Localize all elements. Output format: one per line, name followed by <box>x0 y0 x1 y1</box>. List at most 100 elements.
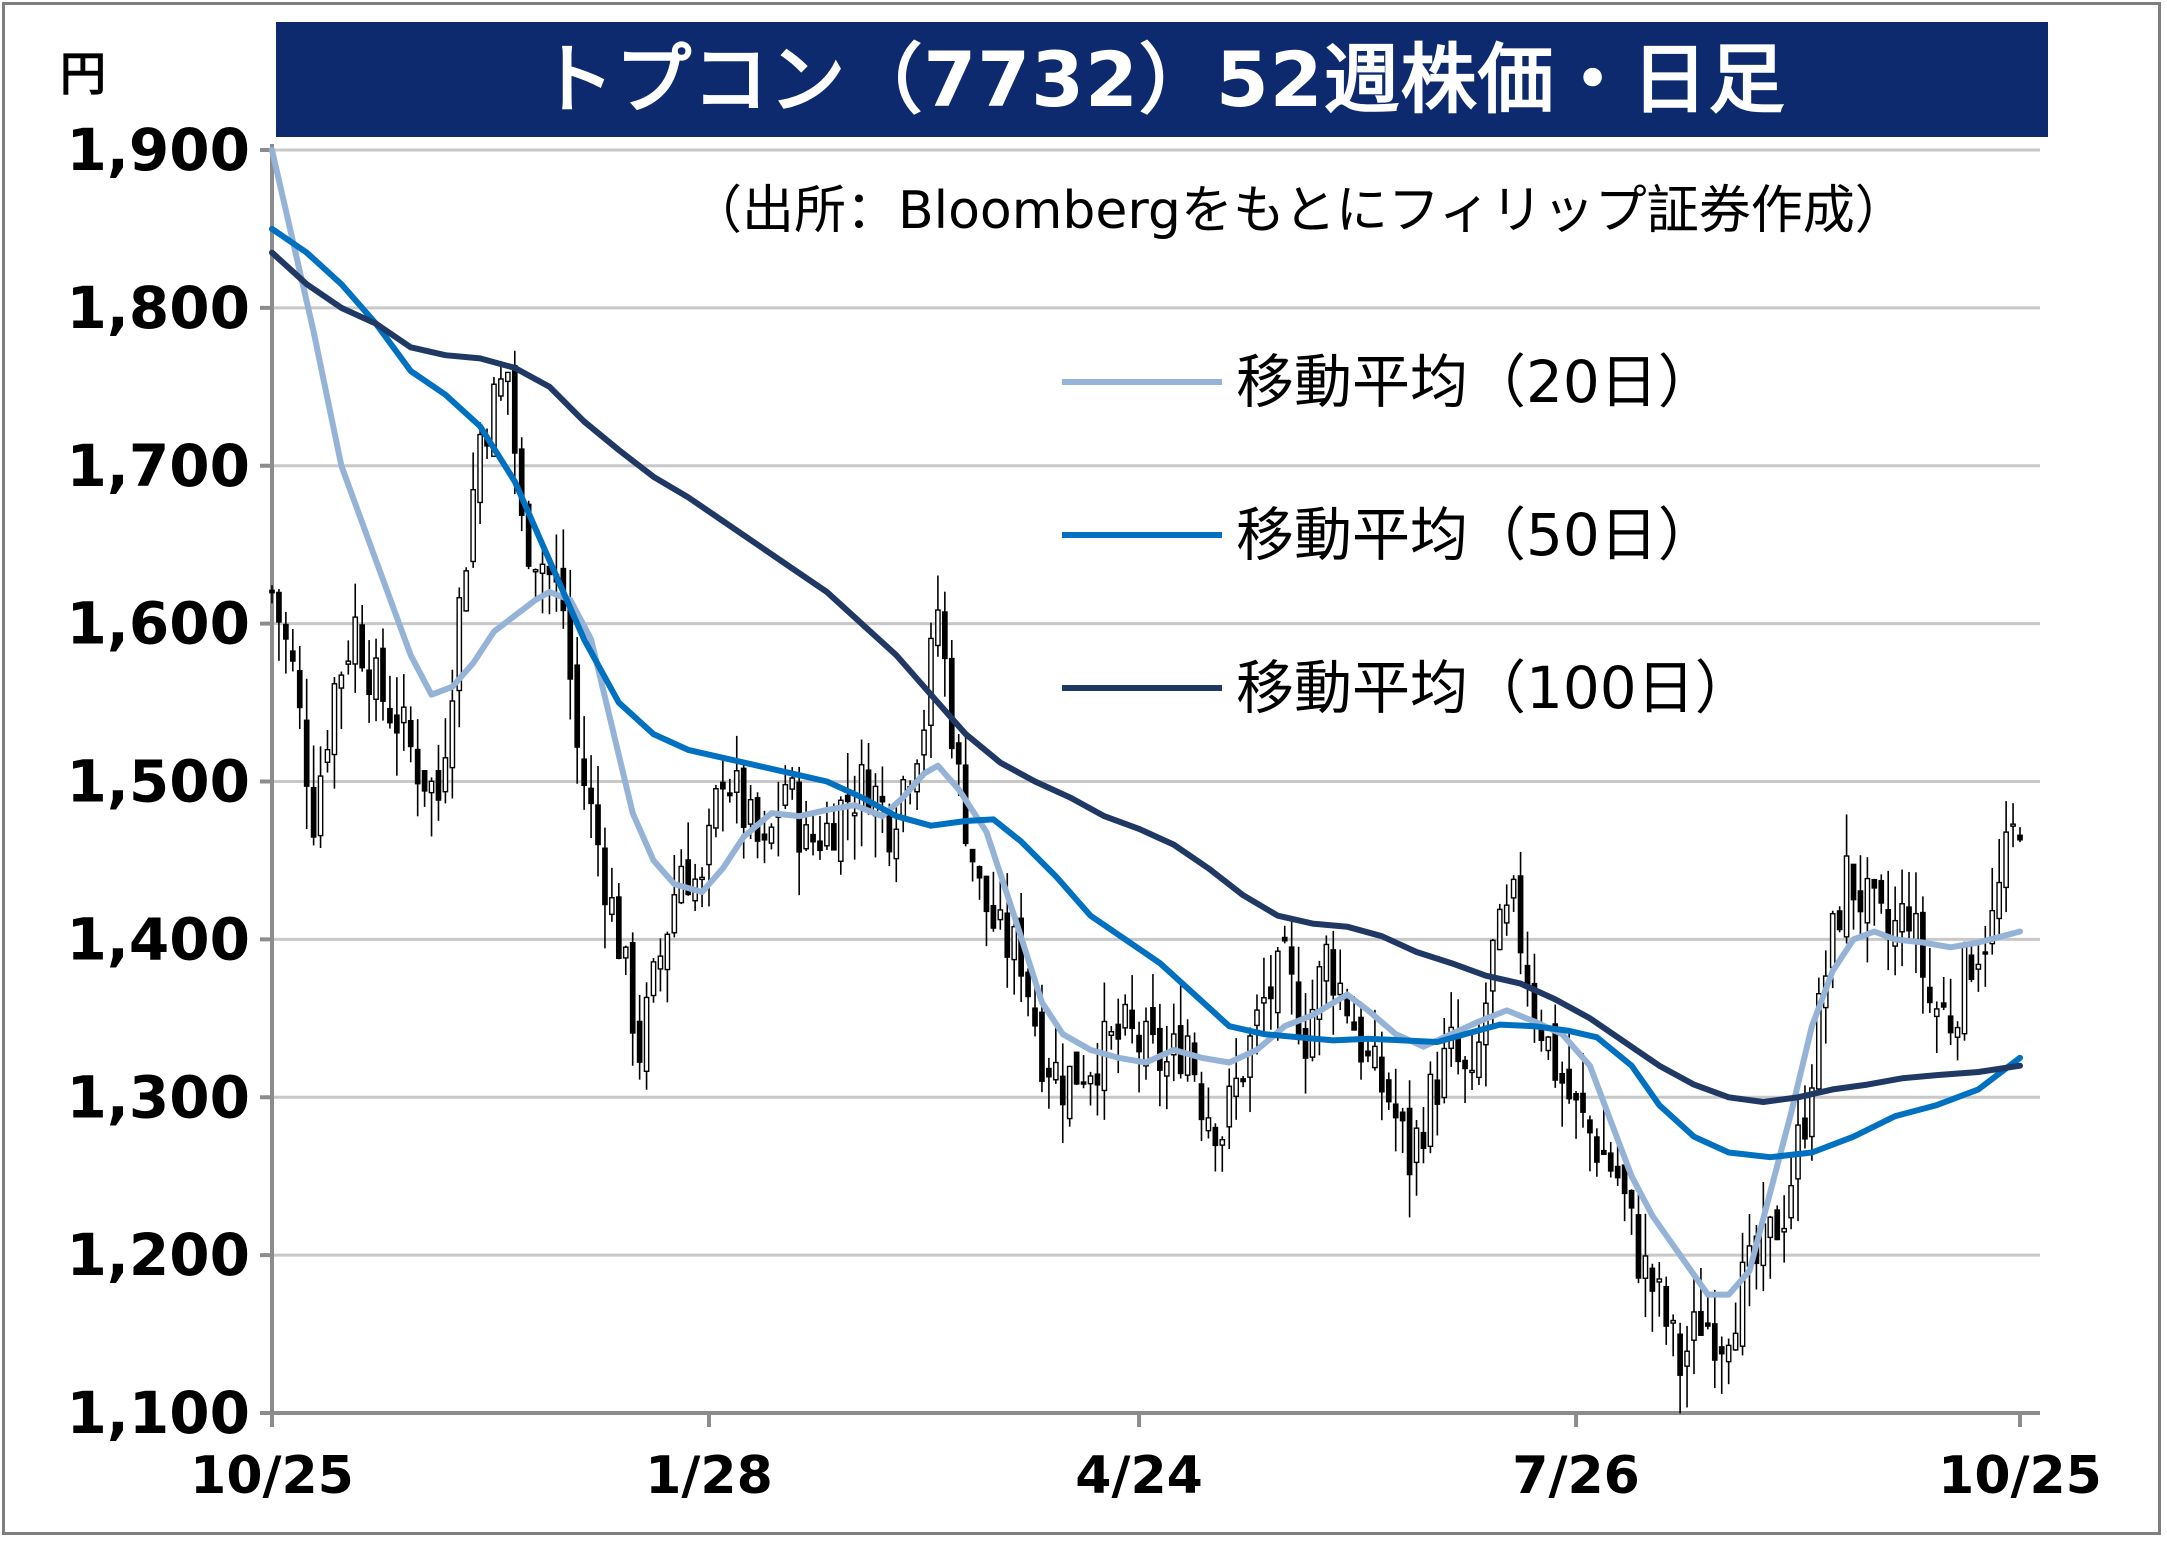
candlestick <box>629 932 636 1066</box>
candle-body <box>1136 1034 1142 1053</box>
candlestick <box>1052 1025 1059 1084</box>
candlestick <box>1614 1143 1621 1186</box>
candle-body <box>1323 943 1330 982</box>
candlestick <box>643 982 650 1090</box>
candle-body <box>1483 1002 1489 1046</box>
candle-body <box>1378 1056 1385 1093</box>
candlestick <box>581 716 587 810</box>
candle-body <box>1580 1092 1586 1113</box>
candle-body <box>865 769 872 813</box>
candlestick <box>1559 1061 1566 1127</box>
candlestick <box>1600 1107 1607 1155</box>
candle-body <box>1080 1081 1087 1085</box>
candle-body <box>2017 834 2023 841</box>
candle-body <box>1566 1068 1572 1100</box>
candle-body <box>539 563 546 574</box>
candle-body <box>657 955 664 970</box>
candle-body <box>1066 1065 1073 1120</box>
candlestick <box>1226 1068 1233 1149</box>
candle-body <box>1906 906 1912 932</box>
candle-body <box>1157 1027 1163 1071</box>
candlestick <box>338 671 345 730</box>
candlestick <box>463 567 470 612</box>
candle-body <box>2003 831 2009 889</box>
candlestick <box>1684 1325 1690 1408</box>
candlestick <box>1982 925 1989 987</box>
candle-body <box>1809 1087 1815 1138</box>
candle-body <box>1850 863 1857 901</box>
candle-body <box>1711 1323 1718 1361</box>
candlestick <box>983 875 990 947</box>
gridlines <box>272 148 2040 1257</box>
candle-body <box>990 904 997 929</box>
candle-body <box>740 767 747 828</box>
candlestick <box>1906 871 1912 943</box>
candlestick <box>1399 1107 1406 1154</box>
candlestick <box>574 637 581 784</box>
candlestick <box>706 808 712 907</box>
candle-body <box>1552 1023 1559 1081</box>
candlestick <box>1094 1042 1101 1116</box>
candlestick <box>366 640 372 723</box>
candlestick <box>1940 976 1947 1011</box>
candle-body <box>1788 1184 1794 1219</box>
candlestick <box>2003 801 2009 913</box>
candlestick <box>1663 1276 1670 1345</box>
candle-body <box>1288 946 1295 975</box>
candlestick <box>1080 1055 1087 1089</box>
candlestick <box>1268 955 1274 1030</box>
y-tick-label: 1,700 <box>67 432 250 500</box>
candle-body <box>1684 1350 1690 1367</box>
candlestick <box>1947 978 1954 1046</box>
candle-body <box>1316 966 1323 1020</box>
candlestick <box>1815 977 1822 1093</box>
candlestick <box>1850 863 1857 930</box>
candlestick <box>276 589 282 661</box>
candlestick <box>1968 941 1975 982</box>
candlestick <box>768 823 775 850</box>
candlestick <box>588 755 594 839</box>
candle-body <box>615 896 622 960</box>
series-line-ma50 <box>269 225 2023 1161</box>
candle-body <box>442 757 449 793</box>
candle-body <box>747 799 754 825</box>
candle-body <box>1725 1344 1732 1363</box>
candlestick <box>1496 903 1503 951</box>
candlestick <box>740 762 747 859</box>
candlestick <box>1198 1071 1205 1142</box>
candle-body <box>581 758 587 786</box>
candle-body <box>1926 986 1933 1004</box>
candle-body <box>1947 1015 1954 1034</box>
candle-body <box>1143 1020 1149 1067</box>
candlestick <box>1885 870 1892 971</box>
candlestick <box>1510 875 1517 912</box>
axes <box>260 144 2040 1427</box>
candlestick <box>269 585 275 604</box>
candlestick <box>1170 1003 1177 1082</box>
candle-body <box>1150 1007 1156 1036</box>
candlestick <box>1274 946 1281 1041</box>
candle-body <box>1587 1119 1593 1134</box>
candle-body <box>1607 1152 1614 1172</box>
candle-body <box>380 647 386 702</box>
y-tick-label: 1,600 <box>67 590 250 658</box>
candle-body <box>1392 1103 1399 1119</box>
candle-body <box>955 742 962 765</box>
candle-body <box>1455 1035 1461 1063</box>
candlestick <box>1739 1232 1746 1356</box>
candlestick <box>1725 1338 1732 1385</box>
candlestick <box>817 815 823 860</box>
candle-body <box>1476 1041 1482 1079</box>
y-tick-label: 1,400 <box>67 905 250 973</box>
candlestick <box>1385 1072 1392 1110</box>
candlestick <box>685 822 692 896</box>
candlestick <box>1926 947 1933 1014</box>
candlestick <box>2010 803 2016 848</box>
candle-body <box>1240 1078 1246 1083</box>
candle-body <box>414 748 421 785</box>
candle-body <box>1718 1346 1725 1355</box>
candle-body <box>1635 1214 1642 1279</box>
candle-body <box>1087 1075 1094 1085</box>
candle-body <box>1330 949 1337 996</box>
candlestick <box>289 629 296 672</box>
